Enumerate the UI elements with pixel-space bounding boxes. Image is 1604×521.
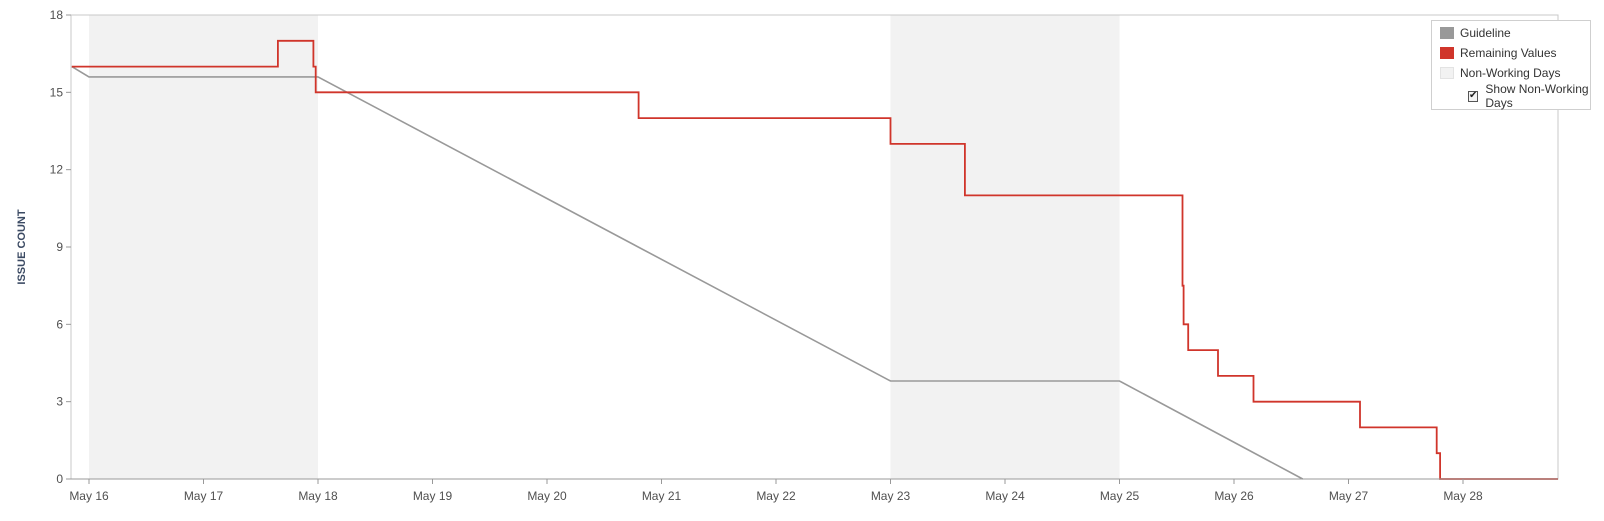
legend-label-guideline: Guideline — [1460, 26, 1511, 40]
legend-swatch-guideline — [1440, 27, 1454, 39]
x-tick-label-6: May 22 — [756, 489, 796, 503]
x-tick-label-0: May 16 — [69, 489, 109, 503]
y-tick-label-0: 0 — [56, 472, 63, 486]
y-tick-label-18: 18 — [50, 8, 64, 22]
legend-item-non-working-days: Non-Working Days — [1440, 65, 1560, 81]
non-working-days-band-1 — [890, 15, 1120, 479]
x-tick-label-12: May 28 — [1443, 489, 1483, 503]
legend-item-guideline: Guideline — [1440, 25, 1511, 41]
y-axis-label: ISSUE COUNT — [16, 209, 28, 284]
x-tick-label-7: May 23 — [871, 489, 911, 503]
y-tick-label-9: 9 — [56, 240, 63, 254]
chart-legend: Guideline Remaining Values Non-Working D… — [1431, 20, 1591, 110]
x-tick-label-4: May 20 — [527, 489, 567, 503]
x-tick-label-2: May 18 — [298, 489, 338, 503]
y-tick-label-6: 6 — [56, 317, 63, 331]
show-non-working-days-checkbox[interactable]: ✔ — [1468, 90, 1479, 102]
legend-label-remaining-values: Remaining Values — [1460, 46, 1557, 60]
non-working-days-band-0 — [89, 15, 318, 479]
show-non-working-days-label: Show Non-Working Days — [1485, 82, 1589, 110]
x-tick-label-8: May 24 — [985, 489, 1025, 503]
show-non-working-days-toggle[interactable]: ✔ Show Non-Working Days — [1468, 82, 1590, 110]
legend-swatch-remaining-values — [1440, 47, 1454, 59]
x-tick-label-3: May 19 — [413, 489, 453, 503]
y-tick-label-12: 12 — [50, 163, 64, 177]
x-tick-label-5: May 21 — [642, 489, 682, 503]
series-line-guideline — [71, 65, 1304, 480]
legend-swatch-non-working-days — [1440, 67, 1454, 79]
x-tick-label-11: May 27 — [1329, 489, 1369, 503]
x-tick-label-9: May 25 — [1100, 489, 1140, 503]
checkmark-icon: ✔ — [1469, 90, 1478, 101]
x-tick-label-10: May 26 — [1214, 489, 1254, 503]
y-tick-label-15: 15 — [50, 85, 64, 99]
legend-label-non-working-days: Non-Working Days — [1460, 66, 1561, 80]
series-line-remaining-values — [71, 39, 1558, 480]
legend-item-remaining-values: Remaining Values — [1440, 45, 1557, 61]
x-tick-label-1: May 17 — [184, 489, 224, 503]
y-tick-label-3: 3 — [56, 395, 63, 409]
